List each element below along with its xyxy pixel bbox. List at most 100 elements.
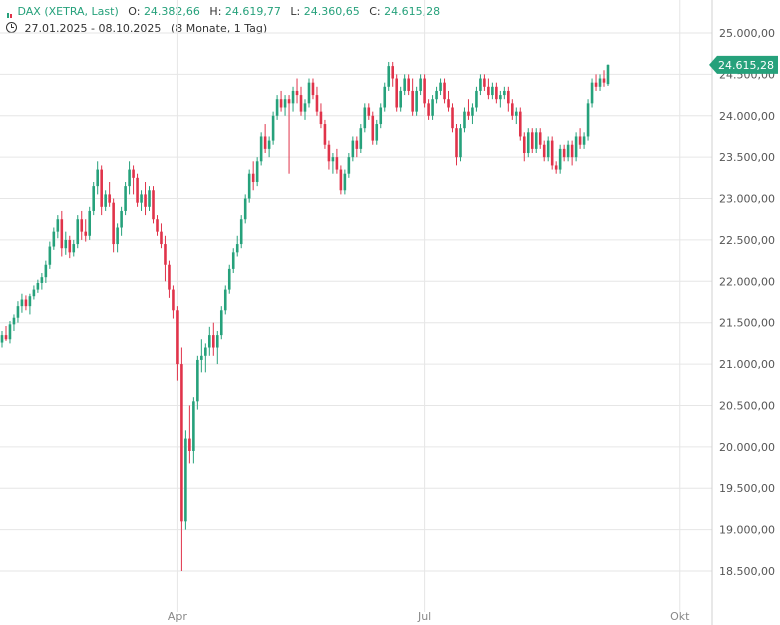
candle-body [192,401,195,451]
candle-body [96,169,99,187]
candle-body [503,90,506,96]
candle-body [419,78,422,91]
candle-body [403,78,406,91]
y-tick-label: 19.000,00 [719,524,775,537]
candle-body [363,107,367,129]
candle-body [16,306,20,318]
candle-body [84,231,88,236]
candle-body [283,99,287,108]
candle-body [562,148,566,158]
y-tick-label: 24.000,00 [719,110,775,123]
candle-body [339,169,343,191]
candle-body [76,219,80,245]
high-label: H: [209,5,222,18]
x-tick-label: Jul [417,610,431,623]
candle-body [287,99,291,104]
last-price-tag [709,55,778,74]
candle-body [467,111,470,116]
candle-body [491,86,494,96]
candle-body [239,219,243,245]
candle-body [251,173,255,182]
candle-body [431,99,434,116]
y-tick-label: 22.500,00 [719,234,775,247]
candle-body [136,177,139,203]
candle-body [586,103,590,137]
candle-body [578,136,582,145]
candle-body [375,124,379,141]
candle-body [463,111,466,129]
candle-body [144,194,147,207]
candle-body [407,78,410,91]
candle-body [487,86,490,96]
candle-body [263,136,267,149]
candle-body [168,264,171,290]
y-tick-label: 23.500,00 [719,151,775,164]
candle-body [208,335,211,348]
chart-header: DAX (XETRA, Last) O: 24.382,66 H: 24.619… [6,5,440,18]
candle-body [566,144,570,158]
candle-body [558,148,562,170]
candle-body [24,299,28,307]
y-tick-label: 22.000,00 [719,275,775,288]
candle-body [355,140,359,149]
candle-body [546,140,550,158]
candle-body [100,169,103,207]
y-tick-label: 21.000,00 [719,358,775,371]
candle-body [180,364,183,522]
candle-body [327,144,331,162]
candle-body [196,359,199,402]
candle-body [451,107,454,129]
candle-body [235,244,239,253]
y-tick-label: 25.000,00 [719,27,775,40]
candle-body [124,186,127,211]
candle-body [303,103,307,112]
candle-body [391,66,395,79]
candle-body [20,299,24,307]
candle-body [582,136,586,145]
candle-body [530,132,534,149]
candle-body [52,231,56,247]
candle-body [538,132,542,145]
candle-body [212,335,215,348]
candle-body [534,132,538,149]
candle-body [4,335,8,340]
y-tick-label: 21.500,00 [719,317,775,330]
candle-body [176,310,179,365]
candle-body [495,86,498,100]
candle-body [255,161,259,182]
candle-body [311,82,315,96]
y-tick-label: 20.000,00 [719,441,775,454]
candle-body [606,64,610,85]
candle-body [200,355,203,360]
candle-body [359,128,363,149]
candle-body [36,282,40,290]
candle-body [80,219,84,232]
candle-body [343,173,347,191]
symbol-label: DAX (XETRA, Last) [17,5,119,18]
close-value: 24.615,28 [384,5,441,18]
candle-body [475,90,478,108]
x-tick-label: Apr [168,610,188,623]
candle-body [594,82,598,87]
y-tick-label: 19.500,00 [719,482,775,495]
candle-body [247,173,251,199]
candle-body [116,227,119,245]
candle-body [92,186,95,211]
candle-body [271,115,275,141]
candle-body [439,82,442,91]
candle-body [383,86,387,108]
candle-body [515,111,518,116]
low-label: L: [290,5,301,18]
candle-body [12,317,16,325]
candle-body [112,202,115,245]
candle-body [570,144,574,158]
candle-body [160,231,163,245]
y-tick-label: 20.500,00 [719,399,775,412]
candle-body [291,90,295,104]
candle-body [219,310,223,336]
candle-body [279,99,283,108]
candle-body [231,252,235,269]
candle-body [598,78,602,87]
open-label: O: [128,5,141,18]
